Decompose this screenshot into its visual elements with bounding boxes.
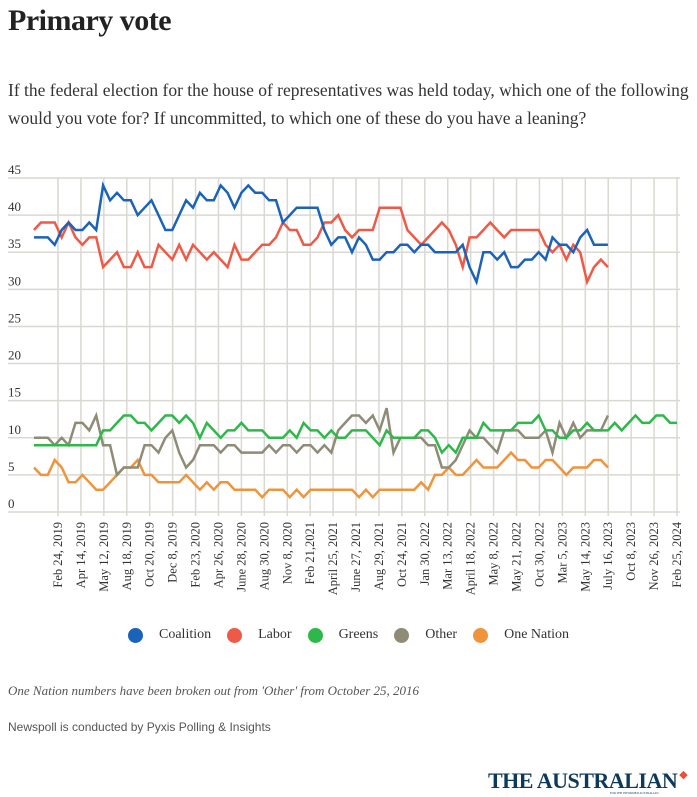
y-tick-label: 40: [8, 199, 21, 214]
x-tick-label: Mar 5, 2023: [555, 522, 569, 583]
y-tick-label: 5: [8, 459, 15, 474]
legend-label: Other: [425, 627, 458, 642]
x-tick-label: Oct 30, 2022: [532, 522, 546, 587]
x-tick-label: April 18, 2022: [464, 522, 478, 595]
x-tick-label: Oct 24, 2021: [395, 522, 409, 587]
the-australian-logo[interactable]: THE AUSTRALIAN ◆: [488, 768, 688, 794]
x-tick-label: Oct 20, 2019: [143, 522, 157, 587]
source-credit: Newspoll is conducted by Pyxis Polling &…: [8, 720, 271, 734]
x-tick-label: Oct 8, 2023: [624, 522, 638, 581]
legend-swatch-coalition: [128, 627, 143, 643]
page-title: Primary vote: [8, 4, 172, 37]
x-tick-label: April 25, 2021: [326, 522, 340, 595]
y-tick-label: 0: [8, 496, 15, 511]
legend-label: One Nation: [504, 627, 570, 642]
series-line-greens[interactable]: [34, 413, 677, 455]
x-tick-label: Nov 26, 2023: [647, 522, 661, 590]
y-tick-label: 25: [8, 310, 21, 325]
y-tick-label: 10: [8, 422, 21, 437]
x-tick-label: May 14, 2023: [578, 522, 592, 592]
logo-tagline: FOR THE INFORMED AUSTRALIAN: [610, 791, 659, 795]
x-tick-label: Aug 18, 2019: [120, 522, 134, 590]
legend-item-labor[interactable]: Labor: [227, 627, 292, 643]
y-axis: 0 5 10 15 20 25 30 35 40 45: [8, 162, 21, 511]
legend-item-greens[interactable]: Greens: [307, 627, 379, 643]
y-tick-label: 20: [8, 348, 21, 363]
logo-text: THE AUSTRALIAN: [488, 768, 678, 793]
x-tick-label: Feb 25, 2024: [670, 521, 684, 587]
chart-lines: [33, 181, 677, 500]
x-tick-label: July 16, 2023: [601, 522, 615, 590]
x-tick-label: Aug 30, 2020: [257, 522, 271, 590]
legend-label: Coalition: [159, 627, 212, 642]
y-tick-label: 15: [8, 385, 21, 400]
x-tick-label: Feb 24, 2019: [51, 522, 65, 588]
x-tick-label: June 27, 2021: [349, 522, 363, 592]
legend-swatch-greens: [307, 627, 323, 643]
chart-grid: [8, 177, 680, 516]
y-tick-label: 45: [8, 162, 21, 177]
y-tick-label: 35: [8, 236, 21, 251]
x-tick-label: Dec 8, 2019: [166, 522, 180, 583]
x-tick-label: Mar 13, 2022: [441, 522, 455, 590]
legend-label: Labor: [258, 627, 292, 642]
legend-swatch-labor: [227, 627, 243, 643]
x-tick-label: Apr 26, 2020: [211, 522, 225, 588]
chart-legend: Coalition Labor Greens Other One Nation: [128, 627, 585, 643]
legend-label: Greens: [338, 627, 379, 642]
series-line-coalition[interactable]: [34, 181, 608, 286]
legend-item-other[interactable]: Other: [394, 627, 457, 643]
x-tick-label: May 21, 2022: [510, 522, 524, 592]
survey-question: If the federal election for the house of…: [8, 80, 689, 128]
x-tick-label: Aug 29, 2021: [372, 522, 386, 590]
primary-vote-chart: 0 5 10 15 20 25 30 35 40 45 Feb 24, 2019 Apr 14, 2…: [8, 162, 684, 595]
x-tick-label: May 12, 2019: [97, 522, 111, 592]
x-tick-label: May 8, 2022: [487, 522, 501, 586]
y-tick-label: 30: [8, 273, 21, 288]
series-line-labor[interactable]: [33, 206, 609, 286]
x-tick-label: Apr 14, 2019: [74, 522, 88, 588]
x-tick-label: Jan 30, 2022: [418, 522, 432, 586]
australia-map-icon: ◆: [679, 769, 688, 781]
x-tick-label: Feb 23, 2020: [189, 522, 203, 588]
footnote: One Nation numbers have been broken out …: [8, 683, 420, 698]
legend-item-one-nation[interactable]: One Nation: [473, 627, 569, 643]
x-tick-label: June 28, 2020: [234, 522, 248, 592]
legend-swatch-one-nation: [473, 627, 489, 643]
x-tick-label: Feb 21,2021: [303, 522, 317, 585]
x-axis: Feb 24, 2019 Apr 14, 2019 May 12, 2019 Aug …: [51, 521, 684, 595]
x-tick-label: Nov 8, 2020: [280, 522, 294, 584]
legend-swatch-other: [394, 627, 410, 643]
legend-item-coalition[interactable]: Coalition: [128, 627, 211, 643]
